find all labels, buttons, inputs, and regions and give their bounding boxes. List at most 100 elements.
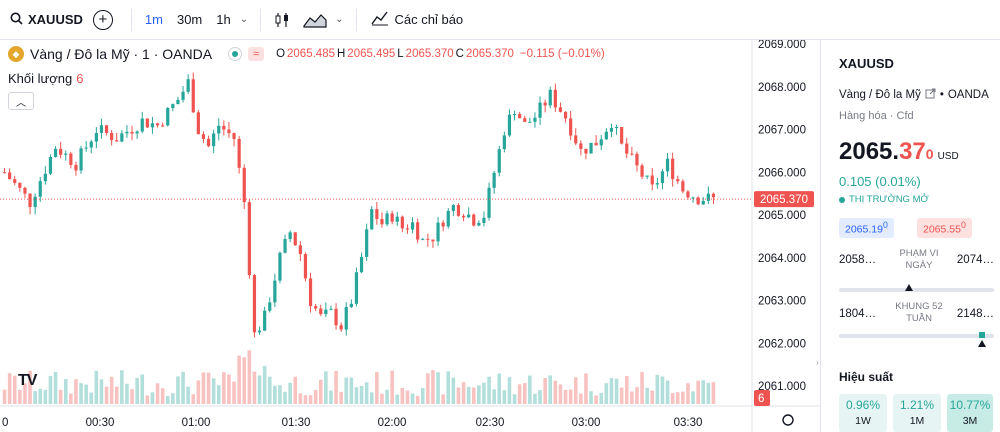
panel-description: Vàng / Đô la Mỹ • OANDA bbox=[839, 88, 989, 102]
last-price-tag-label: 2065.370 bbox=[760, 194, 808, 206]
ohlc-open-key: O bbox=[276, 48, 286, 60]
candle-body bbox=[630, 153, 634, 155]
bar-style-candles-icon[interactable] bbox=[267, 11, 297, 29]
interval-1h[interactable]: 1h bbox=[216, 12, 231, 27]
chevron-up-icon: ︿ bbox=[16, 97, 26, 109]
volume-bar bbox=[701, 380, 706, 404]
chart-type-chevron-icon[interactable]: ⌄ bbox=[335, 14, 344, 25]
day-range-label-line2: NGÀY bbox=[905, 260, 933, 271]
tradingview-logo: TV bbox=[18, 372, 37, 389]
candle-body bbox=[426, 238, 430, 240]
performance-1w[interactable]: 0.96% 1W bbox=[839, 394, 887, 432]
market-open-icon[interactable] bbox=[228, 47, 243, 61]
collapse-legend-button[interactable]: ︿ bbox=[8, 92, 34, 110]
divider bbox=[355, 8, 357, 31]
volume-bar bbox=[512, 394, 517, 404]
volume-bar bbox=[237, 355, 241, 404]
add-symbol-button[interactable]: + bbox=[92, 9, 113, 30]
volume-bar bbox=[125, 383, 129, 404]
candle-body bbox=[548, 89, 552, 106]
day-range-low: 2058… bbox=[839, 254, 877, 266]
candle-body bbox=[538, 102, 542, 118]
candle-body bbox=[8, 172, 12, 180]
price-tick-label: 2062.000 bbox=[758, 338, 806, 350]
volume-bar bbox=[655, 374, 660, 404]
ohlc-high-value: 2065.495 bbox=[347, 48, 396, 60]
dot-separator: • bbox=[939, 89, 944, 101]
volume-bar bbox=[594, 395, 598, 404]
indicators-button[interactable]: Các chỉ báo bbox=[363, 10, 472, 29]
candle-body bbox=[533, 117, 537, 122]
candle-body bbox=[33, 196, 37, 208]
symbol-details-panel: XAUUSD Vàng / Đô la Mỹ • OANDA Hàng hóa … bbox=[820, 40, 1000, 432]
interval-30m[interactable]: 30m bbox=[176, 12, 203, 27]
candle-body bbox=[308, 278, 313, 307]
time-tick-label: 03:30 bbox=[674, 417, 703, 429]
time-tick-label: 02:30 bbox=[476, 417, 505, 429]
volume-bar bbox=[135, 377, 139, 404]
candle-body bbox=[543, 102, 547, 106]
volume-bar bbox=[446, 371, 451, 404]
symbol-search-button[interactable]: XAUUSD bbox=[0, 12, 93, 28]
candle-body bbox=[104, 125, 109, 133]
candle-body bbox=[171, 104, 175, 109]
volume-bar bbox=[456, 387, 461, 404]
panel-description-text[interactable]: Vàng / Đô la Mỹ bbox=[839, 89, 921, 101]
volume-bar bbox=[436, 372, 440, 404]
last-price-red-digits: 37 bbox=[899, 138, 926, 165]
candle-body bbox=[99, 125, 104, 133]
price-chart[interactable]: ◆ Vàng / Đô la Mỹ · 1 · OANDA ≈ O 2065.48… bbox=[0, 40, 820, 432]
interval-dropdown-chevron-icon[interactable]: ⌄ bbox=[239, 14, 249, 25]
volume-bar bbox=[563, 389, 568, 404]
candle-body bbox=[359, 256, 364, 273]
settings-gear-icon[interactable] bbox=[782, 414, 794, 426]
candle-body bbox=[645, 175, 649, 177]
market-status-text: THỊ TRƯỜNG MỞ bbox=[849, 194, 929, 205]
volume-bar bbox=[471, 387, 476, 404]
volume-bar bbox=[492, 389, 496, 404]
candle-body bbox=[512, 114, 517, 116]
volume-bar bbox=[390, 370, 394, 404]
external-link-icon[interactable] bbox=[925, 88, 936, 102]
approx-data-icon[interactable]: ≈ bbox=[248, 47, 265, 61]
candle-body bbox=[563, 111, 568, 119]
price-change: 0.105 (0.01%) bbox=[839, 174, 921, 189]
candle-body bbox=[620, 127, 624, 144]
volume-bar bbox=[262, 365, 267, 404]
volume-bar bbox=[573, 377, 578, 404]
candle-body bbox=[227, 129, 231, 134]
volume-bar bbox=[538, 390, 542, 404]
candle-body bbox=[482, 217, 486, 223]
candle-body bbox=[48, 157, 53, 174]
volume-bar bbox=[691, 391, 695, 404]
candle-body bbox=[329, 308, 333, 310]
interval-1m[interactable]: 1m bbox=[144, 12, 163, 27]
volume-bar bbox=[686, 383, 690, 404]
price-tick-label: 2061.000 bbox=[758, 381, 806, 393]
area-chart-icon[interactable] bbox=[297, 11, 333, 29]
candle-body bbox=[145, 118, 149, 128]
candle-body bbox=[135, 131, 139, 134]
performance-1w-value: 0.96% bbox=[845, 398, 881, 412]
panel-toggle-chevron-icon[interactable]: › bbox=[816, 358, 819, 367]
time-tick-label: 03:00 bbox=[572, 417, 601, 429]
candle-body bbox=[288, 232, 292, 240]
week52-bar bbox=[839, 334, 994, 338]
performance-3m[interactable]: 10.77% 3M bbox=[947, 394, 993, 432]
performance-1m[interactable]: 1.21% 1M bbox=[893, 394, 941, 432]
candle-body bbox=[431, 239, 435, 242]
performance-title: Hiệu suất bbox=[839, 370, 894, 384]
divider bbox=[260, 8, 262, 31]
candle-body bbox=[385, 213, 389, 225]
volume-bar bbox=[706, 382, 711, 404]
candlestick-chart[interactable]: 2069.000 2068.000 2067.000 2066.000 2065.000… bbox=[0, 40, 820, 432]
candle-body bbox=[140, 118, 144, 132]
indicators-icon bbox=[370, 10, 389, 29]
volume-bar bbox=[58, 389, 63, 404]
candle-body bbox=[523, 118, 527, 122]
volume-bar bbox=[507, 377, 512, 404]
volume-bar bbox=[23, 383, 27, 404]
candle-body bbox=[671, 158, 675, 180]
week52-label: KHUNG 52 TUẦN bbox=[889, 301, 949, 325]
candle-body bbox=[553, 89, 557, 108]
